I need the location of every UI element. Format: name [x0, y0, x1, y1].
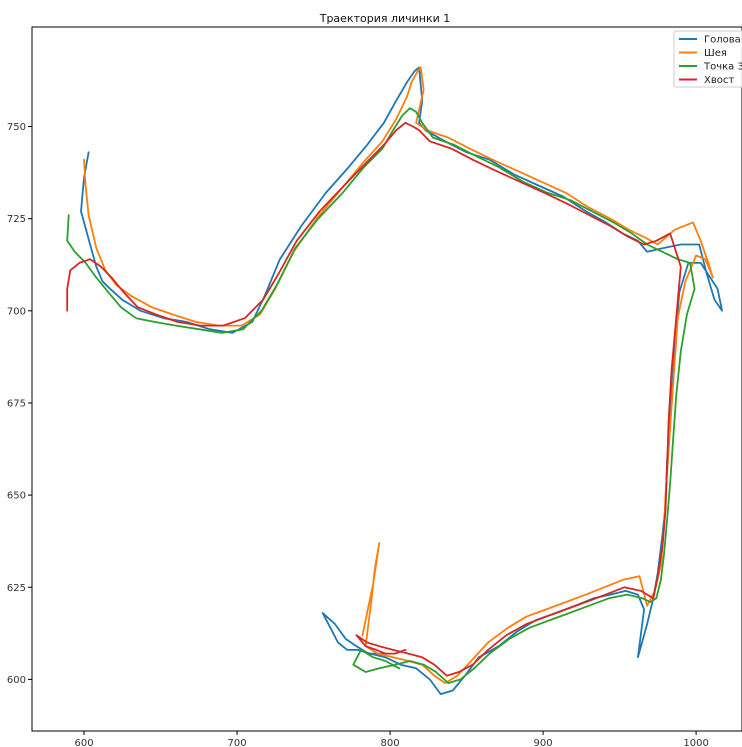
- x-tick-label: 1000: [683, 738, 708, 747]
- legend-label-0: Голова: [704, 35, 741, 46]
- legend-box: [673, 30, 742, 88]
- y-tick-label: 700: [7, 306, 26, 317]
- series-layer: [66, 66, 723, 695]
- y-tick-label: 750: [7, 122, 26, 133]
- x-axis: 600 700 800 900 1000: [74, 731, 709, 747]
- x-tick-label: 600: [74, 738, 93, 747]
- y-tick-label: 725: [7, 214, 26, 225]
- legend: Голова Шея Точка 3/4 Хвост: [673, 30, 742, 88]
- series-line-0: [80, 66, 723, 695]
- y-tick-label: 675: [7, 398, 26, 409]
- x-tick-label: 700: [227, 738, 246, 747]
- legend-label-3: Хвост: [704, 75, 734, 86]
- legend-label-1: Шея: [704, 48, 727, 59]
- legend-label-2: Точка 3/4: [703, 62, 742, 73]
- x-tick-label: 800: [381, 738, 400, 747]
- y-tick-label: 650: [7, 491, 26, 502]
- y-tick-label: 625: [7, 583, 26, 594]
- series-line-2: [66, 107, 696, 684]
- chart-title: Траектория личинки 1: [319, 12, 451, 25]
- y-axis: 600 625 650 675 700 725 750: [7, 122, 32, 686]
- plot-frame: [31, 26, 742, 732]
- y-tick-label: 600: [7, 675, 26, 686]
- x-tick-label: 900: [534, 738, 553, 747]
- series-line-3: [66, 121, 682, 677]
